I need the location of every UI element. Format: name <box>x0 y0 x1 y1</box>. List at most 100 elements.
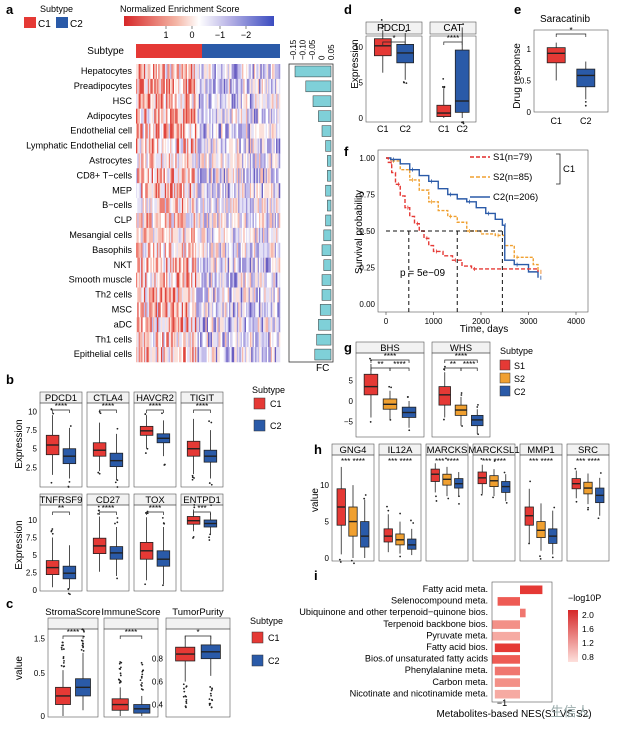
heatmap-cell <box>179 78 181 95</box>
heatmap-cell <box>180 227 183 244</box>
panel-b-significance: **** <box>102 504 114 513</box>
heatmap-cell <box>138 183 141 199</box>
panel-g-box-outlier <box>443 418 445 421</box>
heatmap-cell <box>269 272 272 288</box>
panel-g-box-outlier <box>390 386 393 389</box>
legend-label-c1: C1 <box>38 19 51 30</box>
heatmap-cell <box>184 78 186 95</box>
heatmap-cell <box>260 302 262 318</box>
heatmap-cell <box>255 242 257 258</box>
heatmap-cell <box>192 123 194 139</box>
heatmap-cell <box>142 168 145 184</box>
heatmap-cell <box>137 227 139 244</box>
heatmap-cell <box>142 138 145 154</box>
heatmap-cell <box>243 227 245 244</box>
heatmap-cell <box>255 257 257 273</box>
heatmap-cell <box>193 302 196 318</box>
panel-d-plot-frame <box>365 35 423 123</box>
heatmap-cell <box>196 227 198 244</box>
heatmap-cell <box>181 317 184 333</box>
heatmap-cell <box>211 287 214 303</box>
panel-c-legend-c2: C2 <box>268 656 280 666</box>
heatmap-cell <box>211 78 214 95</box>
heatmap-cell <box>248 317 251 333</box>
heatmap-cell <box>234 347 236 363</box>
heatmap-cell <box>208 272 210 288</box>
heatmap-cell <box>202 347 205 363</box>
heatmap-cell <box>243 183 245 199</box>
km-xlabel: Time, days <box>460 324 509 335</box>
heatmap-cell <box>176 257 179 273</box>
heatmap-cell <box>235 198 238 214</box>
heatmap-cell <box>158 198 160 214</box>
heatmap-cell <box>215 317 218 333</box>
heatmap-cell <box>255 287 257 303</box>
km-ytick-label: 1.00 <box>359 154 375 163</box>
panel-d-c1-box <box>373 38 392 57</box>
panel-c-ytick: 0.6 <box>152 678 164 687</box>
panel-b-gene-title: TNFRSF9 <box>40 495 83 506</box>
panel-c-outlier <box>183 690 186 693</box>
heatmap-cell <box>154 242 156 258</box>
heatmap-cell <box>158 317 160 333</box>
heatmap-cell <box>151 198 154 214</box>
heatmap-row-label: Th1 cells <box>95 334 132 344</box>
heatmap-cell <box>138 213 141 229</box>
heatmap-cell <box>239 123 241 139</box>
heatmap-cell <box>147 227 150 244</box>
heatmap-cell <box>201 302 204 318</box>
heatmap-cell <box>159 198 162 214</box>
heatmap-cell <box>147 302 150 318</box>
heatmap-cell <box>235 183 238 199</box>
heatmap-cell <box>277 227 279 244</box>
heatmap-cell <box>252 183 255 199</box>
heatmap-cell <box>225 168 227 184</box>
heatmap-cell <box>146 317 149 333</box>
heatmap-cell <box>231 108 234 124</box>
heatmap-cell <box>234 272 236 288</box>
heatmap-cell <box>255 78 257 95</box>
heatmap-cell <box>187 347 189 363</box>
panel-c-outlier <box>140 685 143 687</box>
heatmap-cell <box>253 317 256 333</box>
heatmap-cell <box>153 78 155 95</box>
heatmap-cell <box>188 138 190 154</box>
heatmap-cell <box>235 168 238 184</box>
heatmap-cell <box>272 302 274 318</box>
heatmap-cell <box>262 123 265 139</box>
heatmap-cell <box>190 347 193 363</box>
heatmap-cell <box>225 257 227 273</box>
heatmap-cell <box>141 123 143 139</box>
heatmap-cell <box>278 302 281 318</box>
panel-b-plot-frame <box>133 402 177 488</box>
heatmap-cell <box>154 153 156 169</box>
heatmap-cell <box>213 198 215 214</box>
panel-d-c1-outlier <box>441 86 444 88</box>
heatmap-cell <box>173 183 176 199</box>
heatmap-cell <box>244 78 247 95</box>
heatmap-cell <box>187 123 189 139</box>
heatmap-cell <box>151 242 154 258</box>
heatmap-cell <box>217 168 219 184</box>
heatmap-cell <box>189 287 192 303</box>
heatmap-cell <box>266 183 269 199</box>
heatmap-cell <box>192 242 194 258</box>
heatmap-cell <box>146 123 149 139</box>
panel-c-outlier <box>140 676 143 679</box>
heatmap-cell <box>168 332 171 348</box>
heatmap-cell <box>211 183 214 199</box>
heatmap-cell <box>209 213 211 229</box>
heatmap-cell <box>243 64 245 80</box>
heatmap-cell <box>240 213 243 229</box>
heatmap-cell <box>176 347 179 363</box>
heatmap-cell <box>139 138 142 154</box>
heatmap-cell <box>141 213 143 229</box>
heatmap-cell <box>257 302 260 318</box>
panel-g-box-outlier <box>443 368 445 371</box>
heatmap-cell <box>175 272 177 288</box>
heatmap-cell <box>143 242 146 258</box>
heatmap-cell <box>210 347 213 363</box>
heatmap-cell <box>242 257 244 273</box>
heatmap-cell <box>244 242 247 258</box>
heatmap-cell <box>190 168 193 184</box>
